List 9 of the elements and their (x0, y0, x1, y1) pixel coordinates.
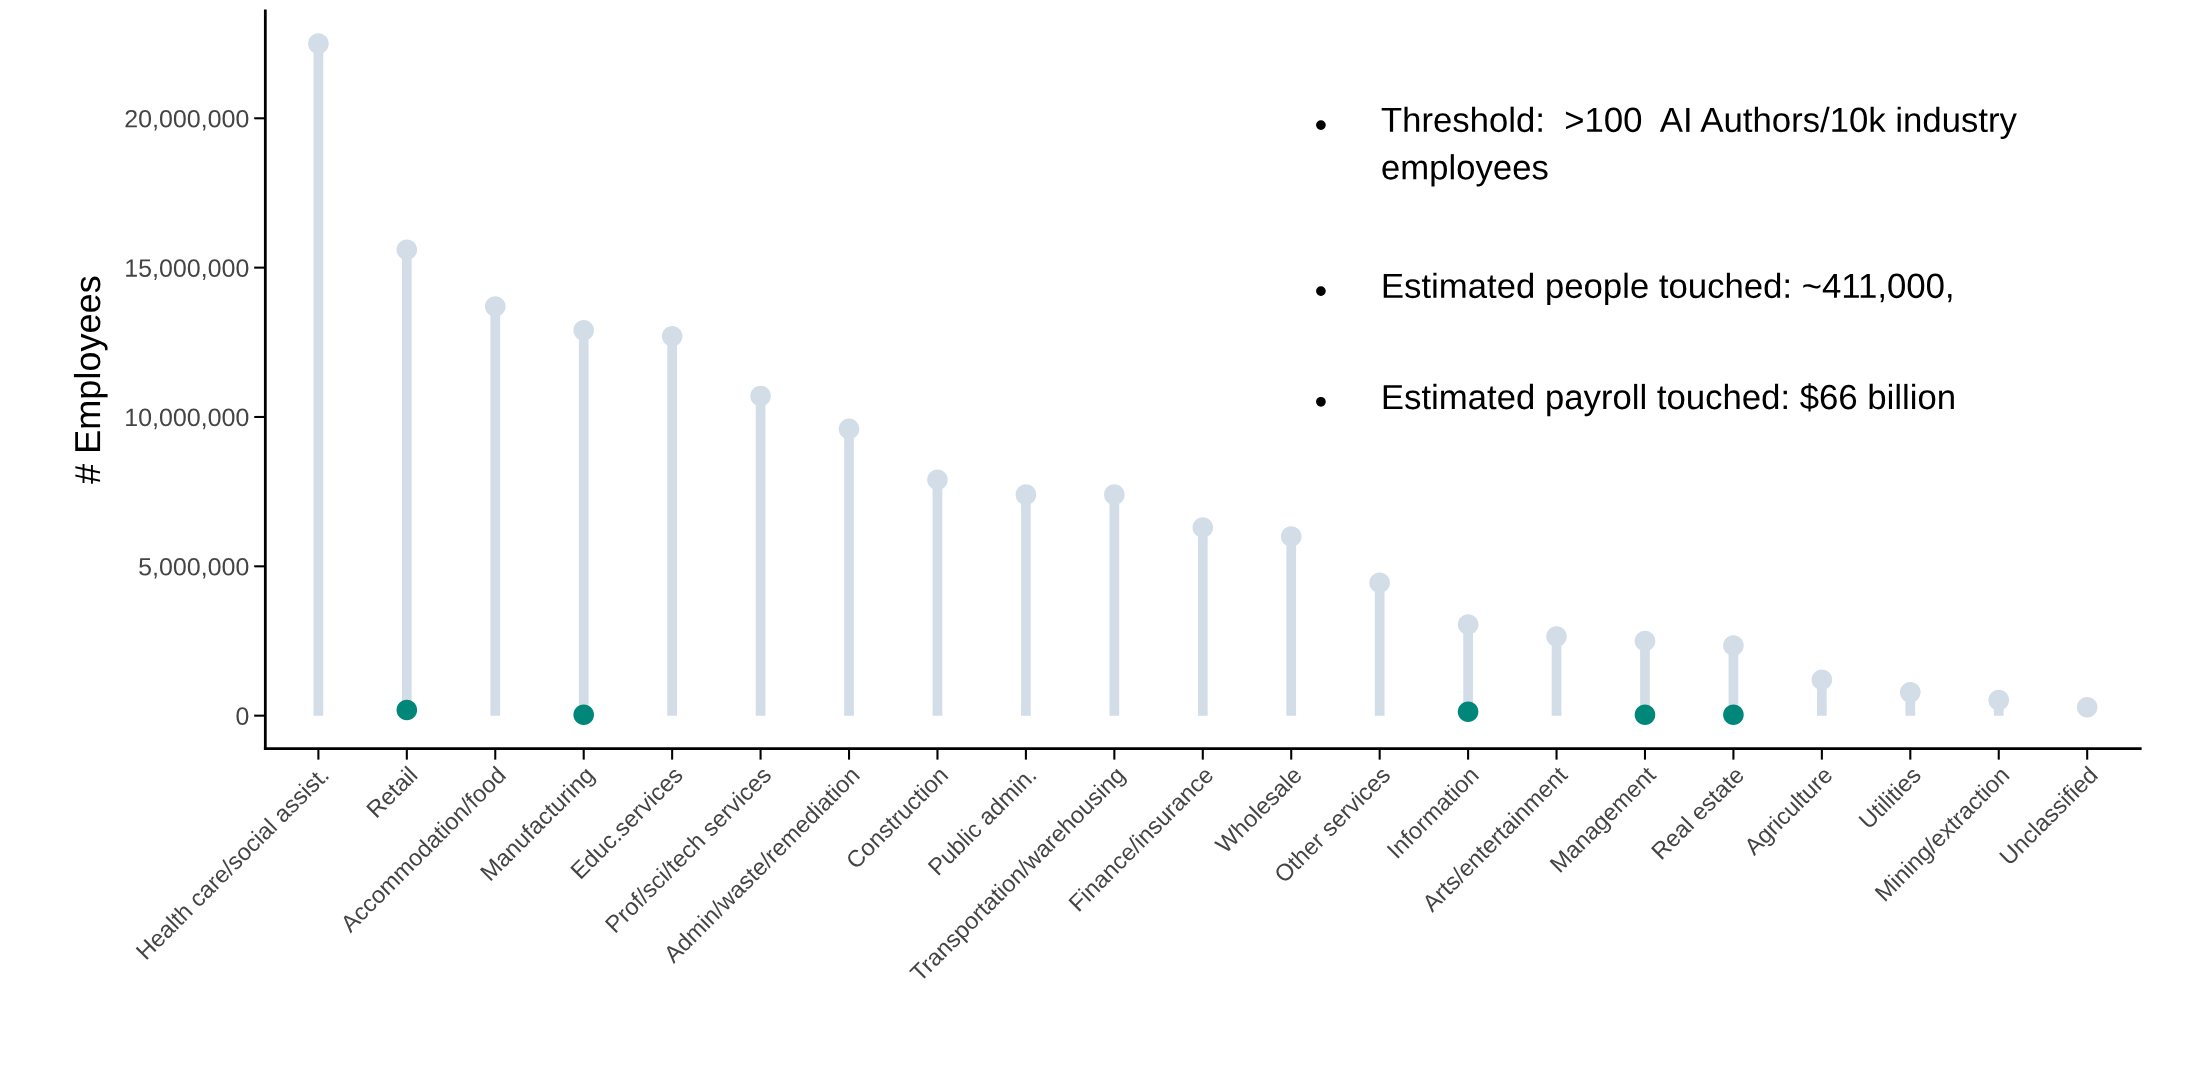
y-tick-label: 5,000,000 (139, 557, 249, 579)
y-tick-label: 20,000,000 (125, 109, 249, 131)
annotation: Estimated people touched: ~411,000, (1383, 272, 1952, 306)
y-axis-title: # Employees (73, 276, 108, 484)
annotation: Estimated payroll touched: $66 billion (1383, 383, 1954, 417)
y-tick-label: 10,000,000 (126, 408, 249, 430)
y-tick-label: 0 (236, 707, 249, 725)
y-tick-label: 15,000,000 (126, 259, 249, 280)
annotation: Threshold: >100 AI Authors/10k industry employees (1381, 106, 2017, 187)
